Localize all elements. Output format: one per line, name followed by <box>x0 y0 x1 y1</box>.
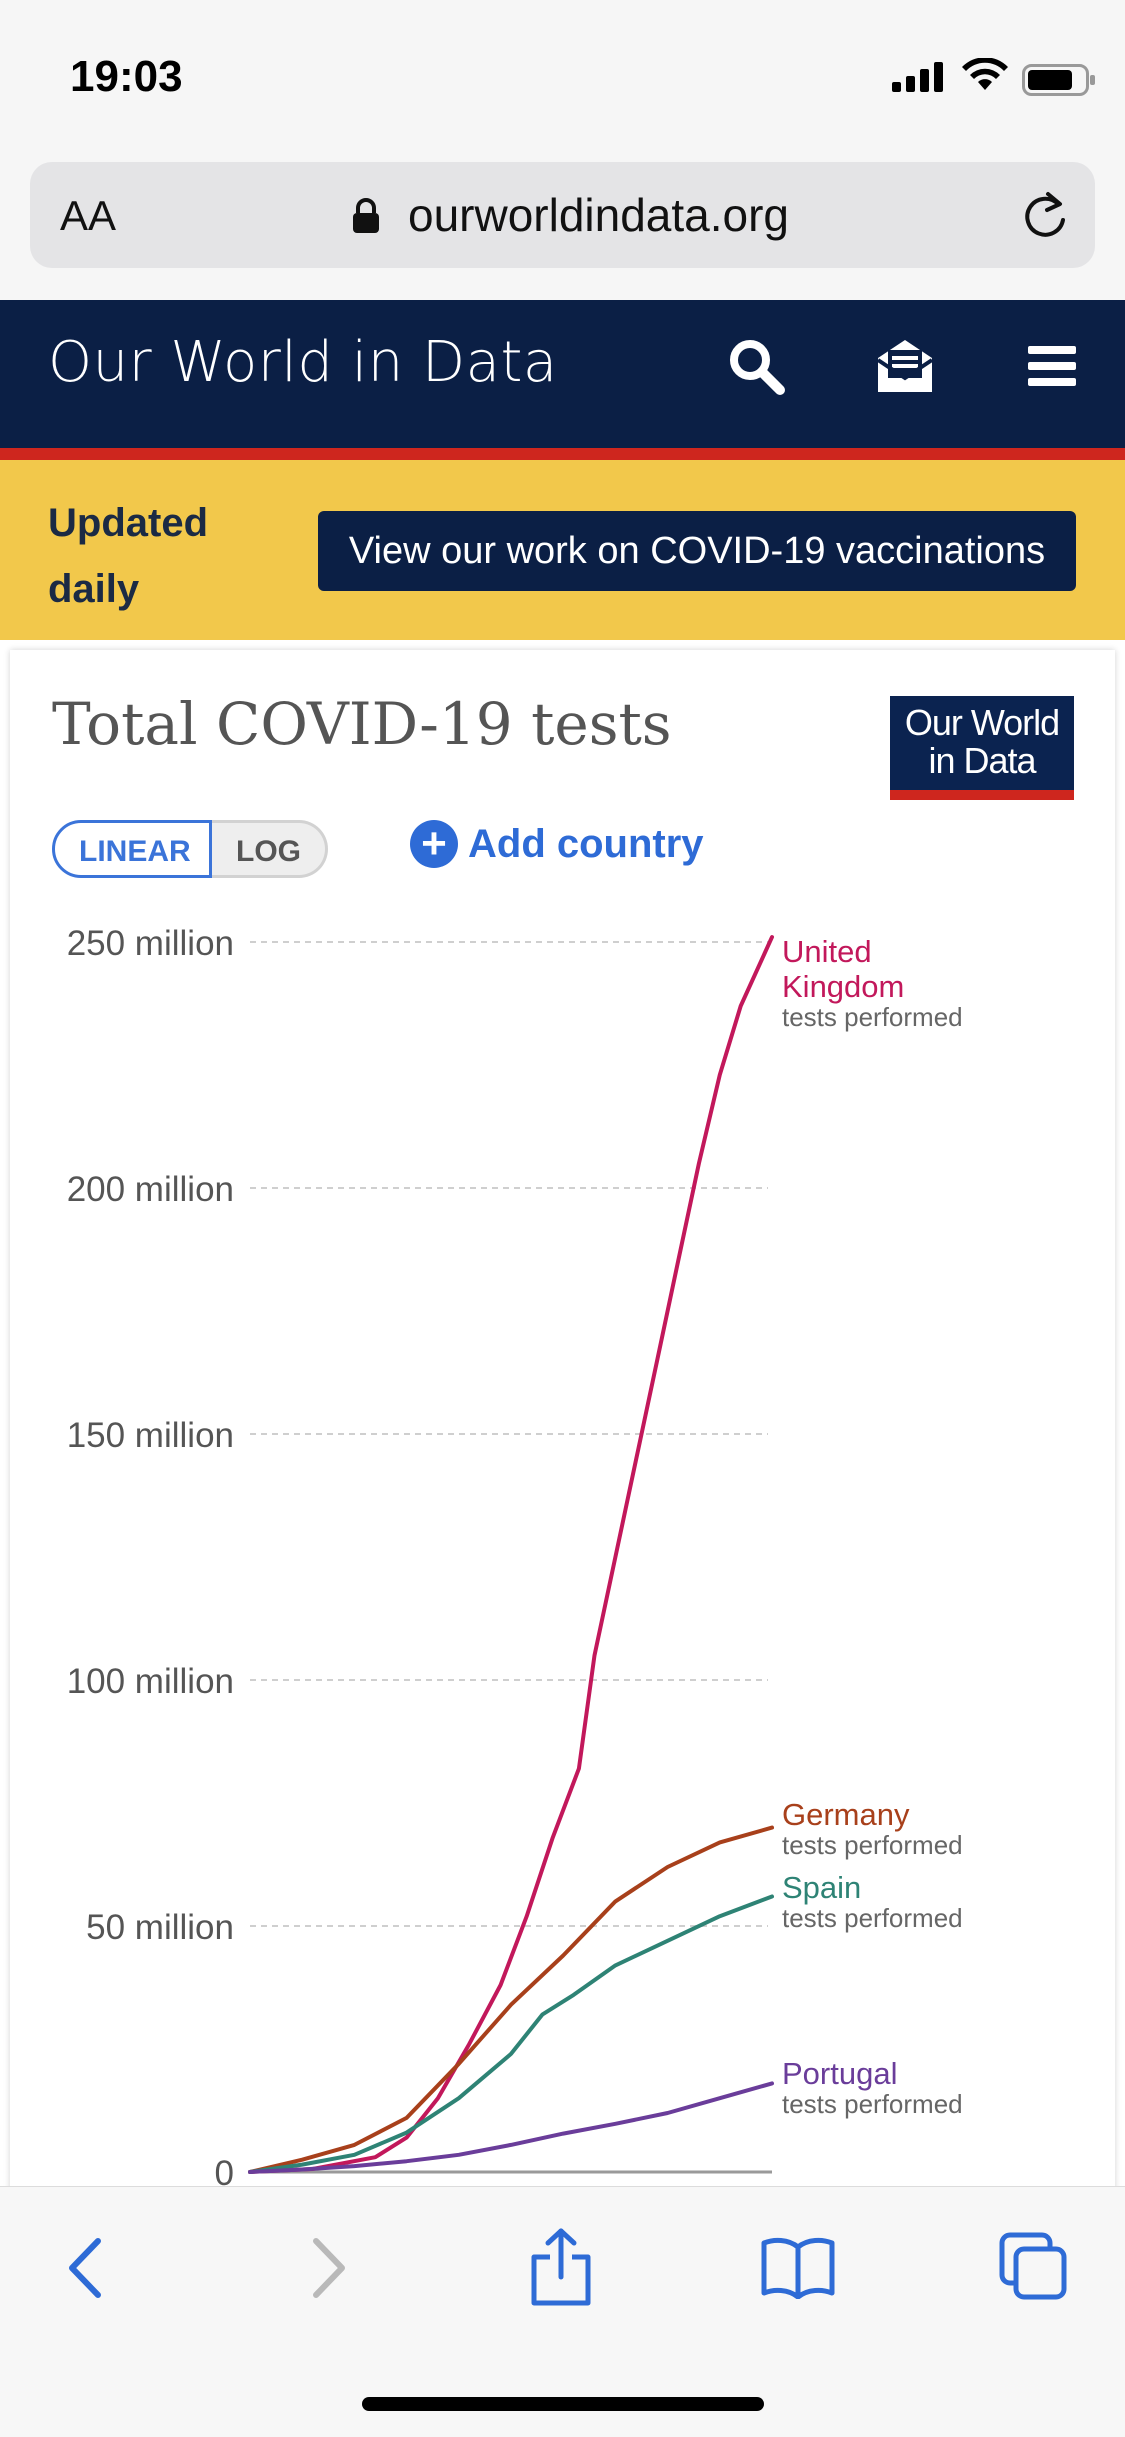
text-size-button[interactable]: AA <box>60 192 117 239</box>
browser-toolbar <box>0 2186 1125 2437</box>
add-country-button[interactable]: + Add country <box>410 820 704 868</box>
series-label: Portugal <box>782 2056 897 2091</box>
status-bar: 19:03 <box>0 0 1125 160</box>
battery-icon <box>1022 64 1095 96</box>
banner-label: Updated daily <box>48 501 208 611</box>
series-label: Spain <box>782 1870 861 1905</box>
header-accent-bar <box>0 448 1125 460</box>
site-brand[interactable]: Our World in Data <box>48 330 558 395</box>
cellular-signal-icon <box>892 62 943 92</box>
series-label: Germany <box>782 1797 910 1832</box>
scale-toggle: LINEAR LOG <box>52 820 328 878</box>
add-country-label: Add country <box>468 821 704 866</box>
home-indicator <box>362 2397 764 2411</box>
chart-card <box>10 650 1115 2300</box>
browser-address-area: AA ourworldindata.org <box>0 140 1125 300</box>
series-label: United <box>782 934 872 969</box>
y-tick-label: 0 <box>215 2154 234 2190</box>
y-tick-label: 250 million <box>67 924 234 963</box>
status-time: 19:03 <box>70 52 183 101</box>
menu-icon[interactable] <box>1026 336 1078 396</box>
share-icon[interactable] <box>528 2227 594 2307</box>
y-tick-label: 100 million <box>67 1662 234 1701</box>
url-domain[interactable]: ourworldindata.org <box>408 189 790 241</box>
update-banner: Updated daily View our work on COVID-19 … <box>0 460 1125 640</box>
lock-icon <box>353 198 379 233</box>
y-tick-label: 50 million <box>86 1908 234 1947</box>
y-tick-label: 200 million <box>67 1170 234 1209</box>
series-sublabel: tests performed <box>782 1002 963 1032</box>
logo-line-2: in Data <box>928 740 1036 781</box>
chart-title: Total COVID-19 tests <box>52 690 672 758</box>
series-sublabel: tests performed <box>782 2089 963 2119</box>
back-icon[interactable] <box>64 2237 108 2299</box>
search-icon[interactable] <box>726 336 786 396</box>
forward-icon[interactable] <box>306 2237 350 2299</box>
plus-icon: + <box>410 820 458 868</box>
y-tick-label: 150 million <box>67 1416 234 1455</box>
series-label: Kingdom <box>782 969 904 1004</box>
tests-line-chart: 0 50 million 100 million 150 million 200 mil… <box>67 924 963 2190</box>
site-header: Our World in Data <box>0 300 1125 448</box>
series-line-germany <box>248 1825 774 2174</box>
log-scale-button[interactable]: LOG <box>212 820 328 878</box>
series-line-united-kingdom <box>248 935 774 2174</box>
series-sublabel: tests performed <box>782 1830 963 1860</box>
reload-icon[interactable] <box>1020 188 1070 244</box>
series-line-portugal <box>248 2081 774 2174</box>
logo-accent-bar <box>890 790 1074 800</box>
wifi-icon <box>962 58 1008 90</box>
owid-logo[interactable]: Our World in Data <box>890 696 1074 800</box>
address-bar[interactable]: AA ourworldindata.org <box>30 162 1095 268</box>
series-line-spain <box>248 1894 774 2174</box>
series-sublabel: tests performed <box>782 1903 963 1933</box>
logo-line-1: Our World <box>904 702 1060 743</box>
vaccinations-button[interactable]: View our work on COVID-19 vaccinations <box>318 511 1076 591</box>
bookmarks-icon[interactable] <box>760 2235 836 2299</box>
linear-scale-button[interactable]: LINEAR <box>52 820 212 878</box>
tabs-icon[interactable] <box>998 2231 1068 2301</box>
newsletter-icon[interactable] <box>874 336 936 396</box>
